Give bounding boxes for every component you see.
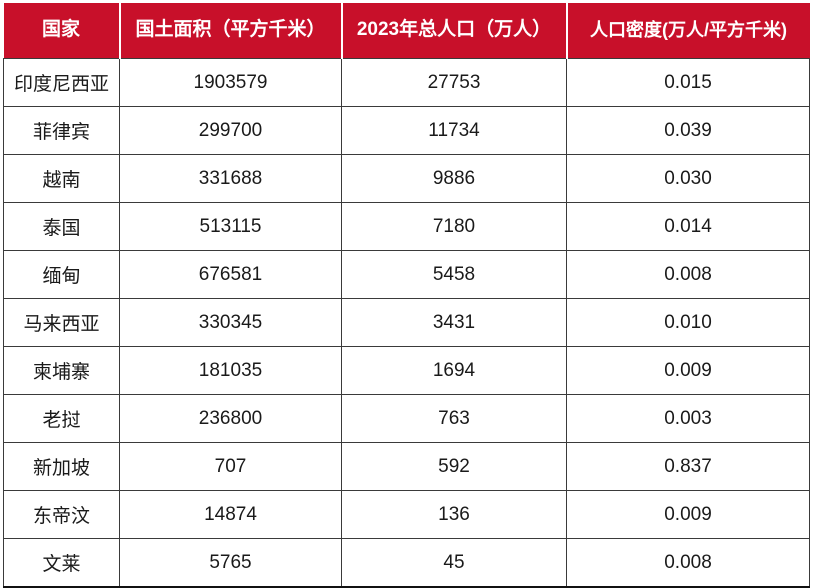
table-row: 泰国 513115 7180 0.014 — [3, 202, 810, 251]
table-row: 文莱 5765 45 0.008 — [3, 538, 810, 588]
column-header-population-density: 人口密度(万人/平方千米) — [566, 3, 810, 59]
table-row: 菲律宾 299700 11734 0.039 — [3, 106, 810, 155]
column-header-population-2023: 2023年总人口（万人） — [341, 3, 568, 59]
cell-density: 0.039 — [566, 106, 810, 155]
cell-population: 9886 — [341, 154, 567, 203]
cell-land-area: 181035 — [119, 346, 342, 395]
cell-density: 0.010 — [566, 298, 810, 347]
cell-population: 27753 — [341, 58, 567, 107]
cell-density: 0.009 — [566, 490, 810, 539]
cell-population: 763 — [341, 394, 567, 443]
column-header-country: 国家 — [3, 3, 121, 59]
cell-population: 7180 — [341, 202, 567, 251]
table-row: 马来西亚 330345 3431 0.010 — [3, 298, 810, 347]
cell-density: 0.008 — [566, 250, 810, 299]
header-row: 国家 国土面积（平方千米） 2023年总人口（万人） 人口密度(万人/平方千米) — [3, 3, 810, 59]
cell-population: 11734 — [341, 106, 567, 155]
cell-population: 592 — [341, 442, 567, 491]
cell-population: 136 — [341, 490, 567, 539]
cell-country: 泰国 — [3, 202, 120, 251]
cell-country: 文莱 — [3, 538, 120, 588]
cell-land-area: 1903579 — [119, 58, 342, 107]
cell-population: 5458 — [341, 250, 567, 299]
cell-density: 0.030 — [566, 154, 810, 203]
cell-density: 0.837 — [566, 442, 810, 491]
cell-country: 马来西亚 — [3, 298, 120, 347]
table-header: 国家 国土面积（平方千米） 2023年总人口（万人） 人口密度(万人/平方千米) — [3, 3, 810, 59]
cell-density: 0.009 — [566, 346, 810, 395]
cell-country: 菲律宾 — [3, 106, 120, 155]
table-row: 老挝 236800 763 0.003 — [3, 394, 810, 443]
table-row: 越南 331688 9886 0.030 — [3, 154, 810, 203]
table-row: 东帝汶 14874 136 0.009 — [3, 490, 810, 539]
cell-land-area: 513115 — [119, 202, 342, 251]
table-body: 印度尼西亚 1903579 27753 0.015 菲律宾 299700 11734 0.03… — [3, 58, 810, 588]
cell-density: 0.008 — [566, 538, 810, 588]
cell-land-area: 236800 — [119, 394, 342, 443]
cell-population: 1694 — [341, 346, 567, 395]
cell-density: 0.014 — [566, 202, 810, 251]
cell-land-area: 331688 — [119, 154, 342, 203]
table-row: 新加坡 707 592 0.837 — [3, 442, 810, 491]
cell-land-area: 14874 — [119, 490, 342, 539]
cell-country: 越南 — [3, 154, 120, 203]
cell-land-area: 299700 — [119, 106, 342, 155]
cell-country: 东帝汶 — [3, 490, 120, 539]
table-row: 印度尼西亚 1903579 27753 0.015 — [3, 58, 810, 107]
table-container: 国家 国土面积（平方千米） 2023年总人口（万人） 人口密度(万人/平方千米)… — [3, 3, 810, 588]
table-row: 缅甸 676581 5458 0.008 — [3, 250, 810, 299]
cell-density: 0.015 — [566, 58, 810, 107]
cell-density: 0.003 — [566, 394, 810, 443]
cell-land-area: 707 — [119, 442, 342, 491]
cell-population: 3431 — [341, 298, 567, 347]
column-header-land-area: 国土面积（平方千米） — [119, 3, 343, 59]
cell-land-area: 330345 — [119, 298, 342, 347]
cell-land-area: 676581 — [119, 250, 342, 299]
country-statistics-table: 国家 国土面积（平方千米） 2023年总人口（万人） 人口密度(万人/平方千米)… — [3, 3, 810, 588]
cell-country: 新加坡 — [3, 442, 120, 491]
cell-country: 老挝 — [3, 394, 120, 443]
cell-country: 柬埔寨 — [3, 346, 120, 395]
cell-country: 印度尼西亚 — [3, 58, 120, 107]
cell-country: 缅甸 — [3, 250, 120, 299]
table-row: 柬埔寨 181035 1694 0.009 — [3, 346, 810, 395]
cell-population: 45 — [341, 538, 567, 588]
cell-land-area: 5765 — [119, 538, 342, 588]
